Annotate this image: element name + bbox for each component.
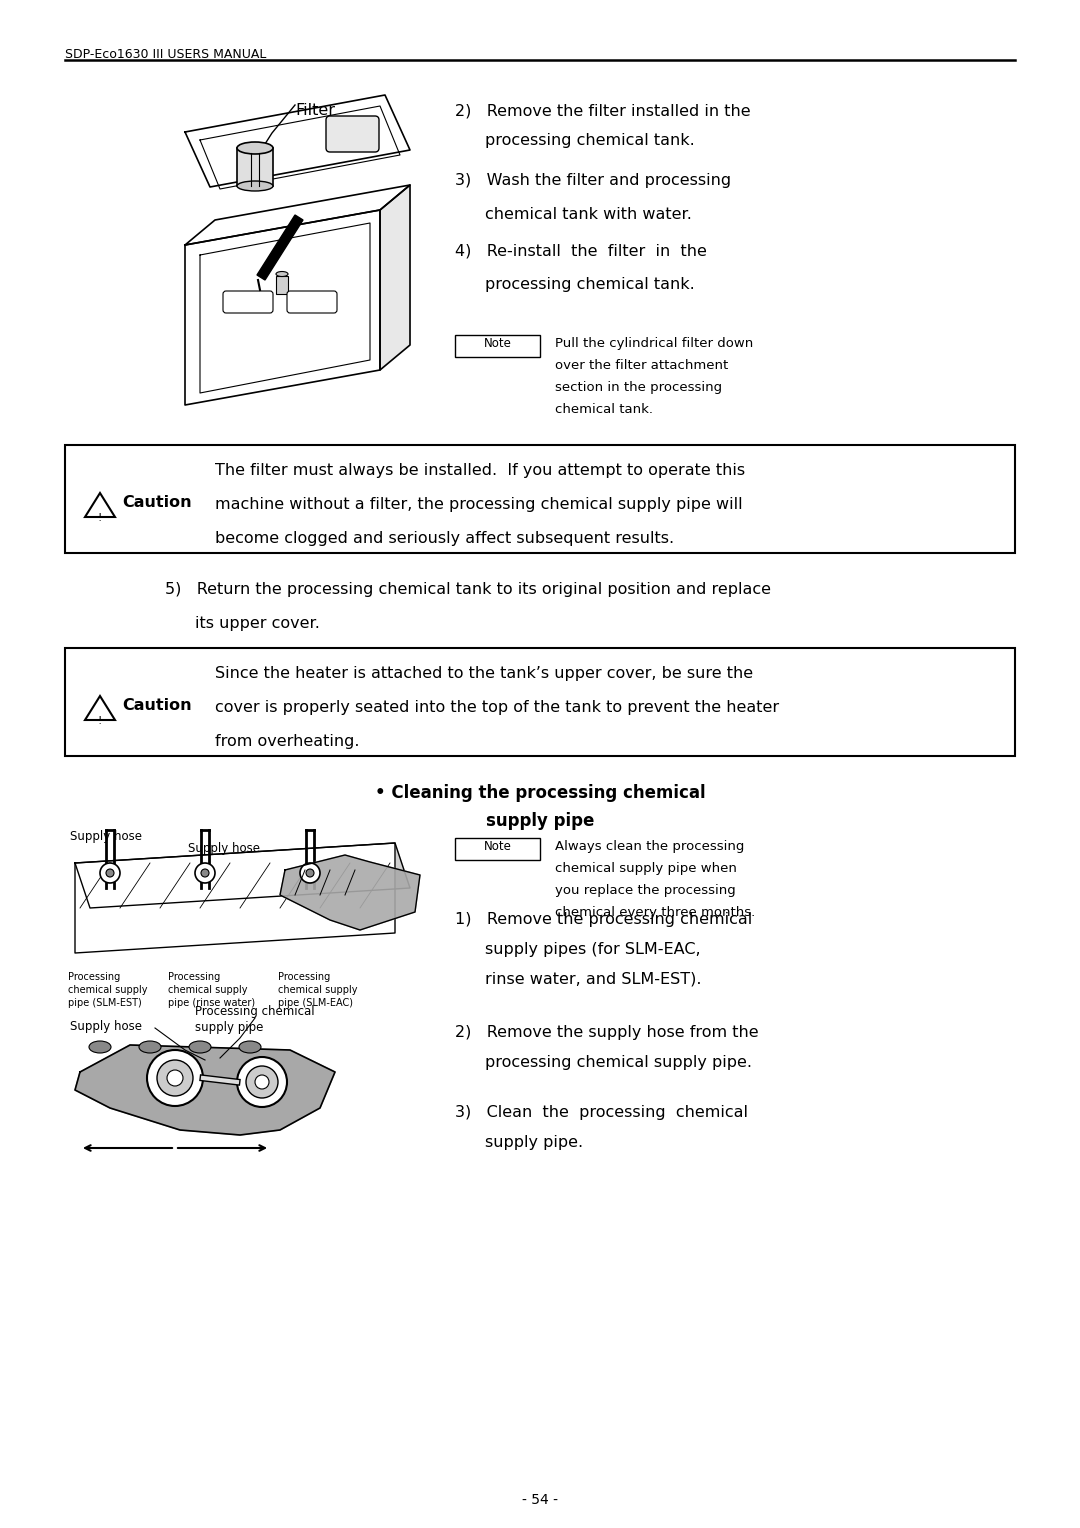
- Ellipse shape: [189, 1041, 211, 1053]
- Text: Caution: Caution: [122, 495, 191, 510]
- Ellipse shape: [237, 142, 273, 154]
- FancyBboxPatch shape: [326, 116, 379, 151]
- Text: Since the heater is attached to the tank’s upper cover, be sure the: Since the heater is attached to the tank…: [215, 666, 753, 681]
- Text: 2)   Remove the supply hose from the: 2) Remove the supply hose from the: [455, 1025, 758, 1041]
- Polygon shape: [380, 185, 410, 370]
- Text: Always clean the processing: Always clean the processing: [555, 840, 744, 853]
- Ellipse shape: [237, 180, 273, 191]
- Polygon shape: [85, 494, 114, 516]
- Ellipse shape: [139, 1041, 161, 1053]
- Text: Supply hose: Supply hose: [70, 830, 141, 843]
- Circle shape: [100, 863, 120, 883]
- Circle shape: [255, 1076, 269, 1089]
- Polygon shape: [185, 95, 410, 186]
- Bar: [237, 148, 273, 186]
- Polygon shape: [257, 215, 303, 280]
- Text: rinse water, and SLM-EST).: rinse water, and SLM-EST).: [485, 972, 702, 987]
- Bar: [455, 837, 540, 860]
- Text: become clogged and seriously affect subsequent results.: become clogged and seriously affect subs…: [215, 532, 674, 545]
- Text: - 54 -: - 54 -: [522, 1493, 558, 1507]
- Text: !: !: [98, 717, 103, 726]
- Text: cover is properly seated into the top of the tank to prevent the heater: cover is properly seated into the top of…: [215, 700, 779, 715]
- Text: Processing chemical
supply pipe: Processing chemical supply pipe: [195, 1005, 314, 1034]
- Circle shape: [237, 1057, 287, 1106]
- Text: 1)   Remove the processing chemical: 1) Remove the processing chemical: [455, 912, 753, 927]
- Polygon shape: [75, 843, 410, 908]
- Bar: [65, 648, 1015, 756]
- Text: 5)   Return the processing chemical tank to its original position and replace: 5) Return the processing chemical tank t…: [165, 582, 771, 597]
- Text: its upper cover.: its upper cover.: [195, 616, 320, 631]
- Bar: [455, 335, 540, 358]
- Text: Filter: Filter: [295, 102, 335, 118]
- Text: SDP-Eco1630 III USERS MANUAL: SDP-Eco1630 III USERS MANUAL: [65, 47, 267, 61]
- Text: Processing
chemical supply
pipe (SLM-EST): Processing chemical supply pipe (SLM-EST…: [68, 972, 148, 1007]
- Text: Note: Note: [484, 338, 512, 350]
- Circle shape: [195, 863, 215, 883]
- Text: from overheating.: from overheating.: [215, 733, 360, 749]
- Text: 3)   Clean  the  processing  chemical: 3) Clean the processing chemical: [455, 1105, 748, 1120]
- Text: Supply hose: Supply hose: [188, 842, 260, 856]
- Text: chemical tank with water.: chemical tank with water.: [485, 206, 692, 222]
- Text: 4)   Re-install  the  filter  in  the: 4) Re-install the filter in the: [455, 243, 707, 258]
- Text: Pull the cylindrical filter down: Pull the cylindrical filter down: [555, 338, 753, 350]
- Text: The filter must always be installed.  If you attempt to operate this: The filter must always be installed. If …: [215, 463, 745, 478]
- Text: Processing
chemical supply
pipe (SLM-EAC): Processing chemical supply pipe (SLM-EAC…: [278, 972, 357, 1007]
- FancyBboxPatch shape: [287, 290, 337, 313]
- Text: Note: Note: [484, 840, 512, 853]
- Circle shape: [306, 869, 314, 877]
- Text: !: !: [98, 513, 103, 523]
- Polygon shape: [280, 856, 420, 931]
- Text: processing chemical supply pipe.: processing chemical supply pipe.: [485, 1054, 752, 1070]
- Text: 2)   Remove the filter installed in the: 2) Remove the filter installed in the: [455, 102, 751, 118]
- Ellipse shape: [276, 272, 288, 277]
- Polygon shape: [185, 185, 410, 244]
- Text: processing chemical tank.: processing chemical tank.: [485, 277, 694, 292]
- Text: supply pipe: supply pipe: [486, 811, 594, 830]
- Text: supply pipes (for SLM-EAC,: supply pipes (for SLM-EAC,: [485, 941, 701, 957]
- Polygon shape: [75, 1045, 335, 1135]
- Text: Supply hose: Supply hose: [70, 1021, 141, 1033]
- Circle shape: [157, 1060, 193, 1096]
- FancyBboxPatch shape: [222, 290, 273, 313]
- Circle shape: [147, 1050, 203, 1106]
- Text: you replace the processing: you replace the processing: [555, 885, 735, 897]
- Polygon shape: [85, 695, 114, 720]
- Text: Caution: Caution: [122, 698, 191, 714]
- Circle shape: [300, 863, 320, 883]
- Text: chemical supply pipe when: chemical supply pipe when: [555, 862, 737, 876]
- Circle shape: [106, 869, 114, 877]
- Text: processing chemical tank.: processing chemical tank.: [485, 133, 694, 148]
- Bar: [65, 445, 1015, 553]
- Text: 3)   Wash the filter and processing: 3) Wash the filter and processing: [455, 173, 731, 188]
- Text: section in the processing: section in the processing: [555, 380, 723, 394]
- Bar: [276, 277, 288, 293]
- Polygon shape: [185, 209, 380, 405]
- Text: machine without a filter, the processing chemical supply pipe will: machine without a filter, the processing…: [215, 497, 743, 512]
- Text: chemical tank.: chemical tank.: [555, 403, 653, 416]
- Text: • Cleaning the processing chemical: • Cleaning the processing chemical: [375, 784, 705, 802]
- Text: supply pipe.: supply pipe.: [485, 1135, 583, 1151]
- Text: chemical every three months.: chemical every three months.: [555, 906, 755, 918]
- Polygon shape: [75, 843, 395, 953]
- Circle shape: [246, 1067, 278, 1099]
- Ellipse shape: [89, 1041, 111, 1053]
- Text: Processing
chemical supply
pipe (rinse water): Processing chemical supply pipe (rinse w…: [168, 972, 255, 1007]
- Ellipse shape: [239, 1041, 261, 1053]
- Text: over the filter attachment: over the filter attachment: [555, 359, 728, 371]
- Circle shape: [201, 869, 210, 877]
- Circle shape: [167, 1070, 183, 1086]
